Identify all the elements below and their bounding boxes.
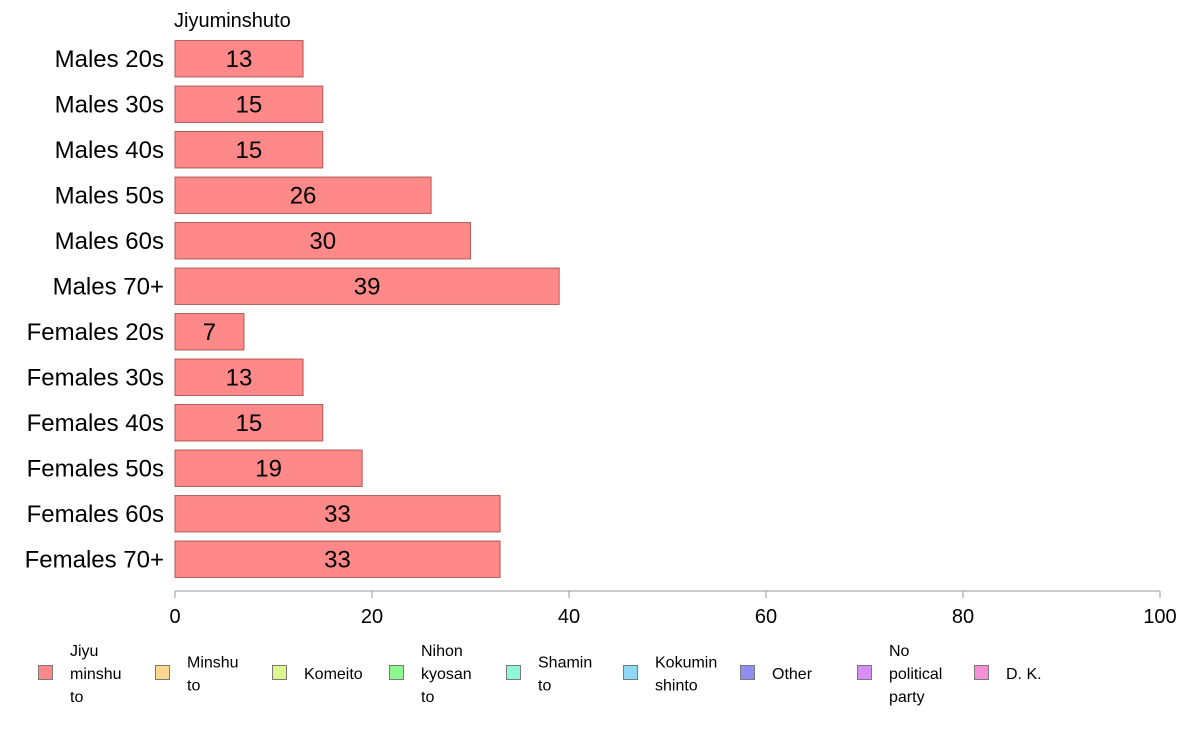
bar-females-70: [174, 540, 501, 578]
category-label-males-60s: Males 60s: [55, 228, 164, 255]
value-label-females-20s: 7: [203, 319, 216, 346]
category-label-females-70: Females 70+: [25, 546, 164, 573]
legend-item-minshu-to: Minshu to: [155, 655, 239, 695]
category-label-males-40s: Males 40s: [55, 137, 164, 164]
legend-swatch-nihon-kyosan-to: [389, 665, 404, 680]
legend-label-no-political-party: No political party: [889, 643, 942, 706]
value-label-males-20s: 13: [226, 46, 253, 73]
bar-females-20s: [174, 313, 245, 351]
value-label-males-70: 39: [354, 273, 381, 300]
legend-item-shamin-to: Shamin to: [506, 655, 592, 695]
category-label-females-50s: Females 50s: [27, 455, 164, 482]
value-label-females-60s: 33: [324, 501, 351, 528]
x-axis: 0 20 40 60 80 100: [169, 590, 1177, 628]
legend-label-komeito: Komeito: [304, 666, 363, 683]
category-label-males-30s: Males 30s: [55, 91, 164, 118]
legend-label-kokumin-shinto: Kokumin shinto: [655, 655, 717, 695]
legend: Jiyu minshu to Minshu to Komeito Nihon kyosan to…: [38, 643, 1042, 706]
value-label-females-70: 33: [324, 546, 351, 573]
legend-item-komeito: Komeito: [272, 665, 363, 683]
x-tick-label-100: 100: [1143, 606, 1176, 628]
category-label-males-70: Males 70+: [53, 273, 164, 300]
bar-males-70: [174, 267, 560, 305]
legend-swatch-jiyu-minshu-to: [38, 665, 53, 680]
x-tick-label-60: 60: [755, 606, 777, 628]
legend-item-d-k: D. K.: [974, 665, 1042, 683]
bars: [174, 40, 560, 578]
x-tick-label-20: 20: [361, 606, 383, 628]
legend-label-jiyu-minshu-to: Jiyu minshu to: [70, 643, 122, 706]
legend-item-jiyu-minshu-to: Jiyu minshu to: [38, 643, 122, 706]
bar-females-30s: [174, 358, 304, 396]
bar-males-60s: [174, 222, 471, 260]
legend-item-nihon-kyosan-to: Nihon kyosan to: [389, 643, 472, 706]
legend-swatch-shamin-to: [506, 665, 521, 680]
value-label-females-50s: 19: [255, 455, 282, 482]
value-label-males-60s: 30: [309, 228, 336, 255]
bar-males-40s: [174, 131, 324, 169]
category-label-males-50s: Males 50s: [55, 182, 164, 209]
legend-item-other: Other: [740, 665, 813, 683]
legend-swatch-d-k: [974, 665, 989, 680]
legend-swatch-komeito: [272, 665, 287, 680]
category-label-females-20s: Females 20s: [27, 319, 164, 346]
legend-label-other: Other: [772, 666, 813, 683]
legend-swatch-other: [740, 665, 755, 680]
legend-swatch-kokumin-shinto: [623, 665, 638, 680]
value-labels: 13 15 15 26 30 39 7 13 15 19 33 33: [203, 46, 381, 574]
legend-label-d-k: D. K.: [1006, 666, 1042, 683]
bar-females-50s: [174, 449, 363, 487]
x-tick-label-40: 40: [558, 606, 580, 628]
legend-label-nihon-kyosan-to: Nihon kyosan to: [421, 643, 472, 706]
bar-males-20s: [174, 40, 304, 78]
bar-females-40s: [174, 404, 324, 442]
legend-label-shamin-to: Shamin to: [538, 655, 592, 695]
value-label-females-30s: 13: [226, 364, 253, 391]
category-label-females-30s: Females 30s: [27, 364, 164, 391]
value-label-males-40s: 15: [236, 137, 263, 164]
value-label-males-50s: 26: [290, 182, 317, 209]
bar-males-30s: [174, 85, 324, 123]
legend-item-no-political-party: No political party: [857, 643, 942, 706]
legend-label-minshu-to: Minshu to: [187, 655, 239, 695]
legend-swatch-no-political-party: [857, 665, 872, 680]
category-labels: Males 20s Males 30s Males 40s Males 50s Male…: [25, 46, 164, 574]
bar-males-50s: [174, 176, 432, 214]
bar-females-60s: [174, 495, 501, 533]
chart-title: Jiyuminshuto: [174, 10, 291, 32]
category-label-females-60s: Females 60s: [27, 501, 164, 528]
value-label-females-40s: 15: [236, 410, 263, 437]
category-label-males-20s: Males 20s: [55, 46, 164, 73]
value-label-males-30s: 15: [236, 91, 263, 118]
category-label-females-40s: Females 40s: [27, 410, 164, 437]
x-tick-label-0: 0: [169, 606, 180, 628]
x-tick-label-80: 80: [952, 606, 974, 628]
legend-swatch-minshu-to: [155, 665, 170, 680]
legend-item-kokumin-shinto: Kokumin shinto: [623, 655, 717, 695]
